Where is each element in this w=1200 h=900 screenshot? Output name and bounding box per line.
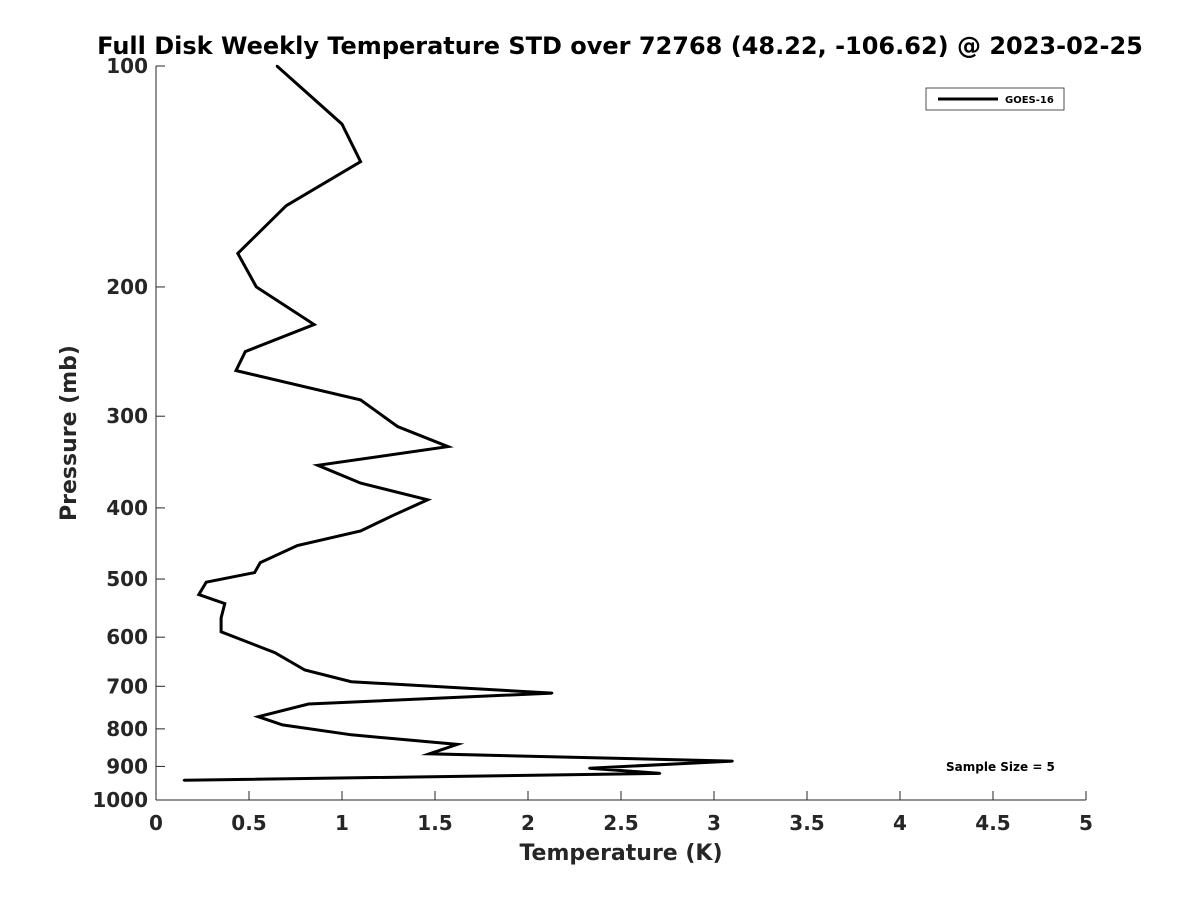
data-point	[446, 445, 450, 448]
data-point	[275, 64, 279, 68]
data-point	[340, 122, 344, 126]
data-point	[391, 514, 394, 517]
x-tick-label: 4	[893, 811, 907, 835]
data-point	[316, 464, 320, 467]
y-tick-label: 500	[106, 567, 148, 591]
chart-title: Full Disk Weekly Temperature STD over 72…	[97, 32, 1143, 60]
data-point	[307, 702, 310, 706]
data-point	[281, 723, 284, 727]
series-layer	[182, 64, 734, 782]
y-tick-label: 800	[106, 717, 148, 741]
data-point	[296, 544, 299, 547]
data-point	[258, 561, 262, 564]
data-point	[182, 779, 186, 782]
data-point	[285, 204, 288, 207]
data-point	[550, 691, 554, 695]
data-point	[236, 252, 240, 255]
y-tick-label: 1000	[92, 788, 148, 812]
y-tick-label: 400	[106, 496, 148, 520]
data-point	[223, 602, 227, 605]
plot-area	[156, 66, 1086, 800]
data-point	[234, 369, 238, 372]
y-tick-label: 200	[106, 275, 148, 299]
x-tick-label: 3	[707, 811, 721, 835]
data-point	[303, 668, 306, 672]
data-point	[273, 651, 277, 654]
data-point	[426, 498, 429, 502]
y-tick-label: 600	[106, 625, 148, 649]
data-point	[219, 630, 223, 634]
y-tick-label: 900	[106, 754, 148, 778]
x-tick-label: 3.5	[789, 811, 824, 835]
x-tick-label: 0.5	[231, 811, 266, 835]
x-axis-ticks: 0 0.5 1 1.5 2 2.5 3 3.5 4 4.5 5	[149, 791, 1093, 835]
data-point	[257, 715, 260, 718]
x-tick-label: 1.5	[417, 811, 452, 835]
data-point	[456, 743, 459, 746]
x-tick-label: 4.5	[975, 811, 1010, 835]
y-tick-label: 100	[106, 54, 148, 78]
data-point	[219, 616, 223, 620]
data-point	[350, 680, 353, 683]
data-point	[428, 752, 431, 755]
legend-label-goes-16: GOES-16	[1005, 95, 1054, 106]
y-tick-label: 300	[106, 404, 148, 428]
data-point	[205, 581, 208, 584]
y-tick-label: 700	[106, 674, 148, 698]
data-point	[312, 323, 316, 326]
data-point	[359, 398, 362, 402]
x-tick-label: 0	[149, 811, 163, 835]
data-point	[255, 285, 258, 289]
y-axis-ticks: 100 200 300 400 500 600 700 800 900 1000	[92, 54, 165, 812]
data-point	[359, 481, 362, 485]
data-point	[359, 160, 362, 163]
y-axis-label: Pressure (mb)	[57, 345, 82, 521]
legend: GOES-16	[925, 87, 1065, 111]
data-point	[253, 571, 256, 574]
data-point	[396, 425, 399, 428]
x-tick-label: 2.5	[603, 811, 638, 835]
x-tick-label: 2	[521, 811, 535, 835]
data-point	[588, 766, 591, 770]
x-tick-label: 1	[335, 811, 349, 835]
data-point	[658, 772, 662, 775]
x-tick-label: 5	[1079, 811, 1093, 835]
data-point	[359, 529, 362, 533]
data-point	[731, 759, 734, 763]
x-axis-label: Temperature (K)	[519, 841, 722, 866]
data-point	[244, 350, 247, 353]
sample-size-annotation: Sample Size = 5	[946, 760, 1055, 774]
data-point	[350, 733, 353, 736]
data-point	[197, 593, 200, 596]
